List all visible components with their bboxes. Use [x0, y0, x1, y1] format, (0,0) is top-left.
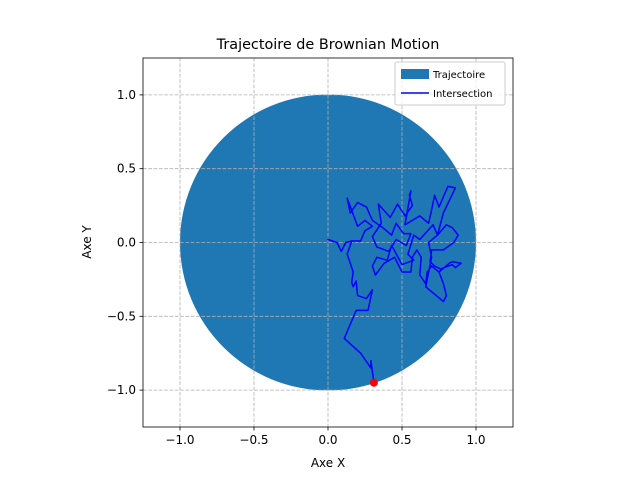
legend-label-intersection: Intersection: [433, 89, 493, 100]
y-tick-label: 0.5: [117, 162, 136, 176]
y-tick-label: −1.0: [107, 383, 136, 397]
chart-title: Trajectoire de Brownian Motion: [216, 37, 440, 53]
intersection-path-1: [327, 238, 375, 384]
x-tick-label: 0.0: [318, 433, 337, 447]
legend: Trajectoire Intersection: [394, 61, 506, 106]
x-tick-label: 1.0: [466, 433, 485, 447]
y-tick-label: 0.0: [117, 236, 136, 250]
grid: [143, 58, 513, 427]
end-point-marker: [369, 378, 378, 387]
axes: −1.0 −0.5 0.0 0.5 1.0 −1.0 −0.5 0.0 0.5 1.0: [107, 57, 514, 447]
x-tick-label: −1.0: [165, 433, 194, 447]
y-tick-label: −0.5: [107, 309, 136, 323]
y-axis-label: Axe Y: [80, 225, 94, 259]
legend-swatch-trajectoire: [401, 69, 429, 79]
x-tick-label: −0.5: [239, 433, 268, 447]
trajectoire-disk: [180, 94, 476, 391]
y-tick-label: 1.0: [117, 88, 136, 102]
legend-label-trajectoire: Trajectoire: [432, 70, 485, 81]
x-axis-label: Axe X: [311, 456, 345, 470]
series-layer: [327, 185, 462, 387]
intersection-path-2: [346, 185, 462, 303]
plot-area: [180, 94, 476, 391]
x-tick-label: 0.5: [392, 433, 411, 447]
